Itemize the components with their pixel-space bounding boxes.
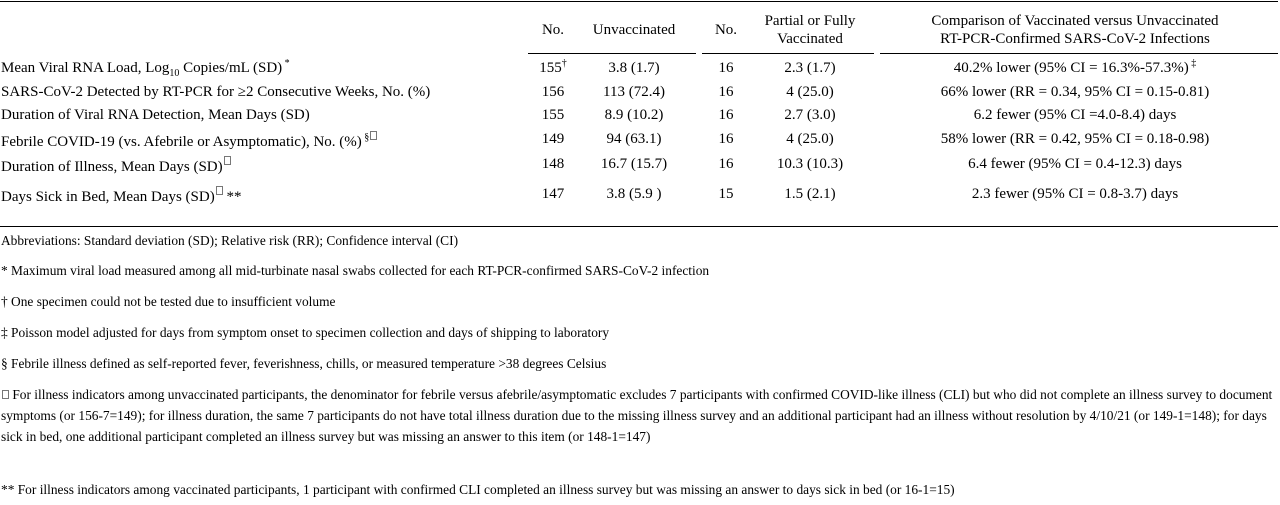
row3-n-vaccinated: 16 — [718, 107, 734, 123]
row1-unvaccinated: 3.8 (1.7) — [608, 60, 660, 76]
row4-vaccinated: 4 (25.0) — [786, 131, 834, 147]
row5-n-unvaccinated: 148 — [541, 156, 565, 172]
row6-unvaccinated: 3.8 (5.9 ) — [606, 186, 662, 202]
row6-vaccinated: 1.5 (2.1) — [784, 186, 836, 202]
header-no-vaccinated: No. — [714, 22, 738, 38]
header-underline-1 — [528, 53, 696, 54]
note-double-star: ** For illness indicators among vaccinat… — [1, 482, 955, 497]
header-vaccinated: Partial or Fully Vaccinated — [764, 13, 856, 47]
footnote-box-icon — [215, 186, 223, 195]
row5-vaccinated: 10.3 (10.3) — [776, 156, 844, 172]
row6-comparison: 2.3 fewer (95% CI = 0.8-3.7) days — [971, 186, 1179, 202]
header-underline-2 — [702, 53, 874, 54]
header-underline-3 — [880, 53, 1278, 54]
row3-unvaccinated: 8.9 (10.2) — [604, 107, 664, 123]
note-double-dagger: ‡ Poisson model adjusted for days from s… — [1, 325, 610, 340]
row1-n-vaccinated: 16 — [718, 60, 734, 76]
footnote-box-icon — [370, 131, 378, 140]
row2-unvaccinated: 113 (72.4) — [603, 84, 665, 100]
row2-n-unvaccinated: 156 — [541, 84, 565, 100]
note-dagger: † One specimen could not be tested due t… — [1, 294, 336, 309]
row1-vaccinated: 2.3 (1.7) — [784, 60, 836, 76]
row2-comparison: 66% lower (RR = 0.34, 95% CI = 0.15-0.81… — [940, 84, 1210, 100]
note-section: § Febrile illness defined as self-report… — [1, 356, 607, 371]
row4-n-vaccinated: 16 — [718, 131, 734, 147]
row6-n-unvaccinated: 147 — [541, 186, 565, 202]
row-label-febrile: Febrile COVID-19 (vs. Afebrile or Asympt… — [1, 131, 378, 151]
row-label-sick-in-bed: Days Sick in Bed, Mean Days (SD) ** — [1, 186, 241, 206]
row2-n-vaccinated: 16 — [718, 84, 734, 100]
header-unvaccinated: Unvaccinated — [592, 22, 676, 38]
row5-unvaccinated: 16.7 (15.7) — [600, 156, 668, 172]
footnote-box-icon — [223, 156, 231, 165]
row-label-viral-load: Mean Viral RNA Load, Log10 Copies/mL (SD… — [1, 58, 290, 79]
row1-n-unvaccinated: 155† — [539, 58, 567, 77]
row3-n-unvaccinated: 155 — [541, 107, 565, 123]
row6-n-vaccinated: 15 — [718, 186, 734, 202]
row3-comparison: 6.2 fewer (95% CI =4.0-8.4) days — [973, 107, 1177, 123]
row-label-duration-detection: Duration of Viral RNA Detection, Mean Da… — [1, 107, 310, 123]
header-no-unvaccinated: No. — [541, 22, 565, 38]
table-bottom-rule — [0, 226, 1278, 227]
row-label-detected-2-weeks: SARS-CoV-2 Detected by RT-PCR for ≥2 Con… — [1, 84, 431, 100]
footnote-box-icon — [2, 390, 9, 399]
row1-comparison: 40.2% lower (95% CI = 16.3%-57.3%) ‡ — [953, 58, 1197, 77]
row-label-duration-illness: Duration of Illness, Mean Days (SD) — [1, 156, 231, 176]
row3-vaccinated: 2.7 (3.0) — [784, 107, 836, 123]
note-box: For illness indicators among unvaccinate… — [1, 387, 1273, 444]
row4-n-unvaccinated: 149 — [541, 131, 565, 147]
header-comparison: Comparison of Vaccinated versus Unvaccin… — [931, 13, 1219, 47]
note-abbreviations: Abbreviations: Standard deviation (SD); … — [1, 233, 459, 248]
note-star: * Maximum viral load measured among all … — [1, 263, 710, 278]
table-top-rule — [0, 1, 1278, 2]
row5-comparison: 6.4 fewer (95% CI = 0.4-12.3) days — [968, 156, 1182, 172]
row2-vaccinated: 4 (25.0) — [786, 84, 834, 100]
row4-comparison: 58% lower (RR = 0.42, 95% CI = 0.18-0.98… — [940, 131, 1210, 147]
row4-unvaccinated: 94 (63.1) — [606, 131, 662, 147]
row5-n-vaccinated: 16 — [718, 156, 734, 172]
